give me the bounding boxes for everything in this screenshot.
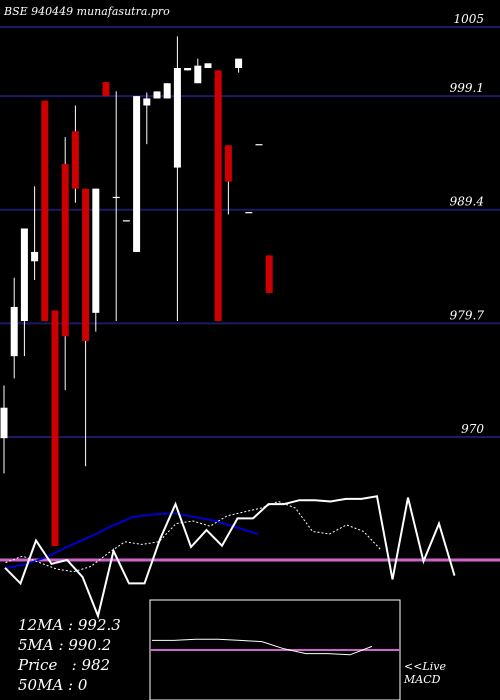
candle-body: [204, 63, 212, 68]
candle-body: [122, 220, 130, 222]
macd-label: <<Live MACD: [404, 660, 446, 686]
y-tick-label: 970: [461, 422, 484, 436]
stat-5ma: 5MA : 990.2: [18, 636, 112, 654]
stats-panel: 12MA : 992.3 5MA : 990.2 Price : 982 50M…: [18, 615, 121, 695]
candle-body: [153, 91, 161, 99]
chart-title: BSE 940449 munafasutra.pro: [4, 5, 170, 18]
stat-price: Price : 982: [18, 656, 111, 674]
candle-body: [173, 68, 181, 168]
candle-body: [102, 82, 110, 97]
y-tick-label: 979.7: [450, 308, 485, 322]
candle-body: [214, 70, 222, 322]
candle-body: [41, 100, 49, 322]
candle-body: [20, 228, 28, 322]
candle-body: [235, 58, 243, 68]
y-tick-label: 999.1: [450, 81, 484, 95]
candle-body: [194, 65, 202, 84]
macd-label-line1: <<Live: [404, 660, 446, 673]
candle-body: [71, 131, 79, 189]
candle-body: [265, 255, 273, 293]
candle-body: [0, 407, 8, 439]
y-tick-label: 989.4: [450, 195, 484, 209]
osc-dotted-line: [5, 500, 381, 573]
candle-body: [245, 212, 253, 214]
candle-body: [184, 68, 192, 71]
candle-body: [82, 188, 90, 341]
osc-main-line: [4, 495, 456, 620]
macd-label-line2: MACD: [404, 673, 441, 686]
candle-body: [255, 144, 263, 146]
stat-12ma: 12MA : 992.3: [18, 616, 121, 634]
candle-body: [61, 164, 69, 337]
candle-body: [163, 83, 171, 99]
candle-body: [112, 196, 120, 199]
candle-body: [51, 310, 59, 546]
candle-body: [10, 306, 18, 357]
candle-body: [143, 98, 151, 106]
y-tick-label: 1005: [453, 12, 484, 26]
candle-body: [92, 188, 100, 313]
osc-ma-line: [6, 512, 259, 569]
candle-body: [224, 145, 232, 182]
candle-body: [31, 251, 39, 262]
candle-body: [133, 96, 141, 252]
stat-50ma: 50MA : 0: [18, 676, 88, 694]
macd-line: [152, 638, 373, 656]
